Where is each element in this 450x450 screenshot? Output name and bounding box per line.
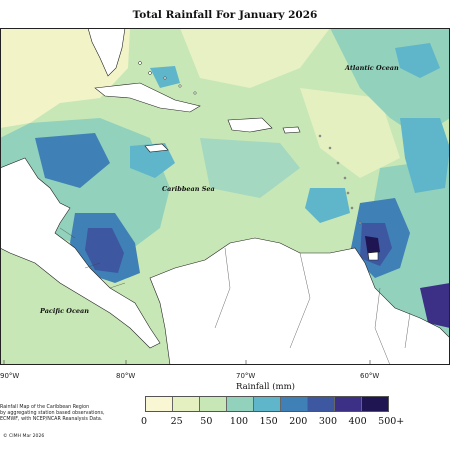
legend-swatch xyxy=(200,397,227,411)
legend-swatch xyxy=(254,397,281,411)
note-line: Rainfall Map of the Caribbean Region xyxy=(0,405,90,410)
legend-swatch xyxy=(281,397,308,411)
rainfall-map xyxy=(0,28,450,365)
legend-title: Rainfall (mm) xyxy=(236,382,295,392)
legend-swatch xyxy=(362,397,388,411)
note-line: by aggregating station based observation… xyxy=(0,411,105,416)
caribbean-sea-label: Caribbean Sea xyxy=(162,185,215,193)
legend-colorbar xyxy=(145,396,389,412)
map-note: Rainfall Map of the Caribbean Region by … xyxy=(0,405,105,423)
longitude-tick-80w: 80°W xyxy=(116,372,136,380)
longitude-tick-60w: 60°W xyxy=(360,372,380,380)
legend-label: 50 xyxy=(200,416,213,427)
legend-label: 150 xyxy=(259,416,278,427)
legend-label: 300 xyxy=(318,416,337,427)
legend-swatch xyxy=(335,397,362,411)
note-line: ECMWF, with NCEP/NCAR Reanalysis Data. xyxy=(0,417,103,422)
legend-label: 400 xyxy=(348,416,367,427)
longitude-tick-90w: 90°W xyxy=(0,372,20,380)
legend-swatch xyxy=(308,397,335,411)
legend-swatch xyxy=(173,397,200,411)
legend-label: 100 xyxy=(229,416,249,427)
legend-label: 500+ xyxy=(378,416,405,427)
credit-text: © CIMH Mar 2026 xyxy=(3,434,45,439)
legend-label: 25 xyxy=(170,416,183,427)
legend-label: 200 xyxy=(289,416,308,427)
longitude-tick-70w: 70°W xyxy=(236,372,256,380)
map-title: Total Rainfall For January 2026 xyxy=(132,9,318,21)
legend-swatch xyxy=(146,397,173,411)
legend-labels: 0 25 50 100 150 200 300 400 500+ xyxy=(137,416,417,428)
pacific-ocean-label: Pacific Ocean xyxy=(40,307,89,315)
legend-swatch xyxy=(227,397,254,411)
legend-label: 0 xyxy=(141,416,148,427)
atlantic-ocean-label: Atlantic Ocean xyxy=(345,64,399,72)
